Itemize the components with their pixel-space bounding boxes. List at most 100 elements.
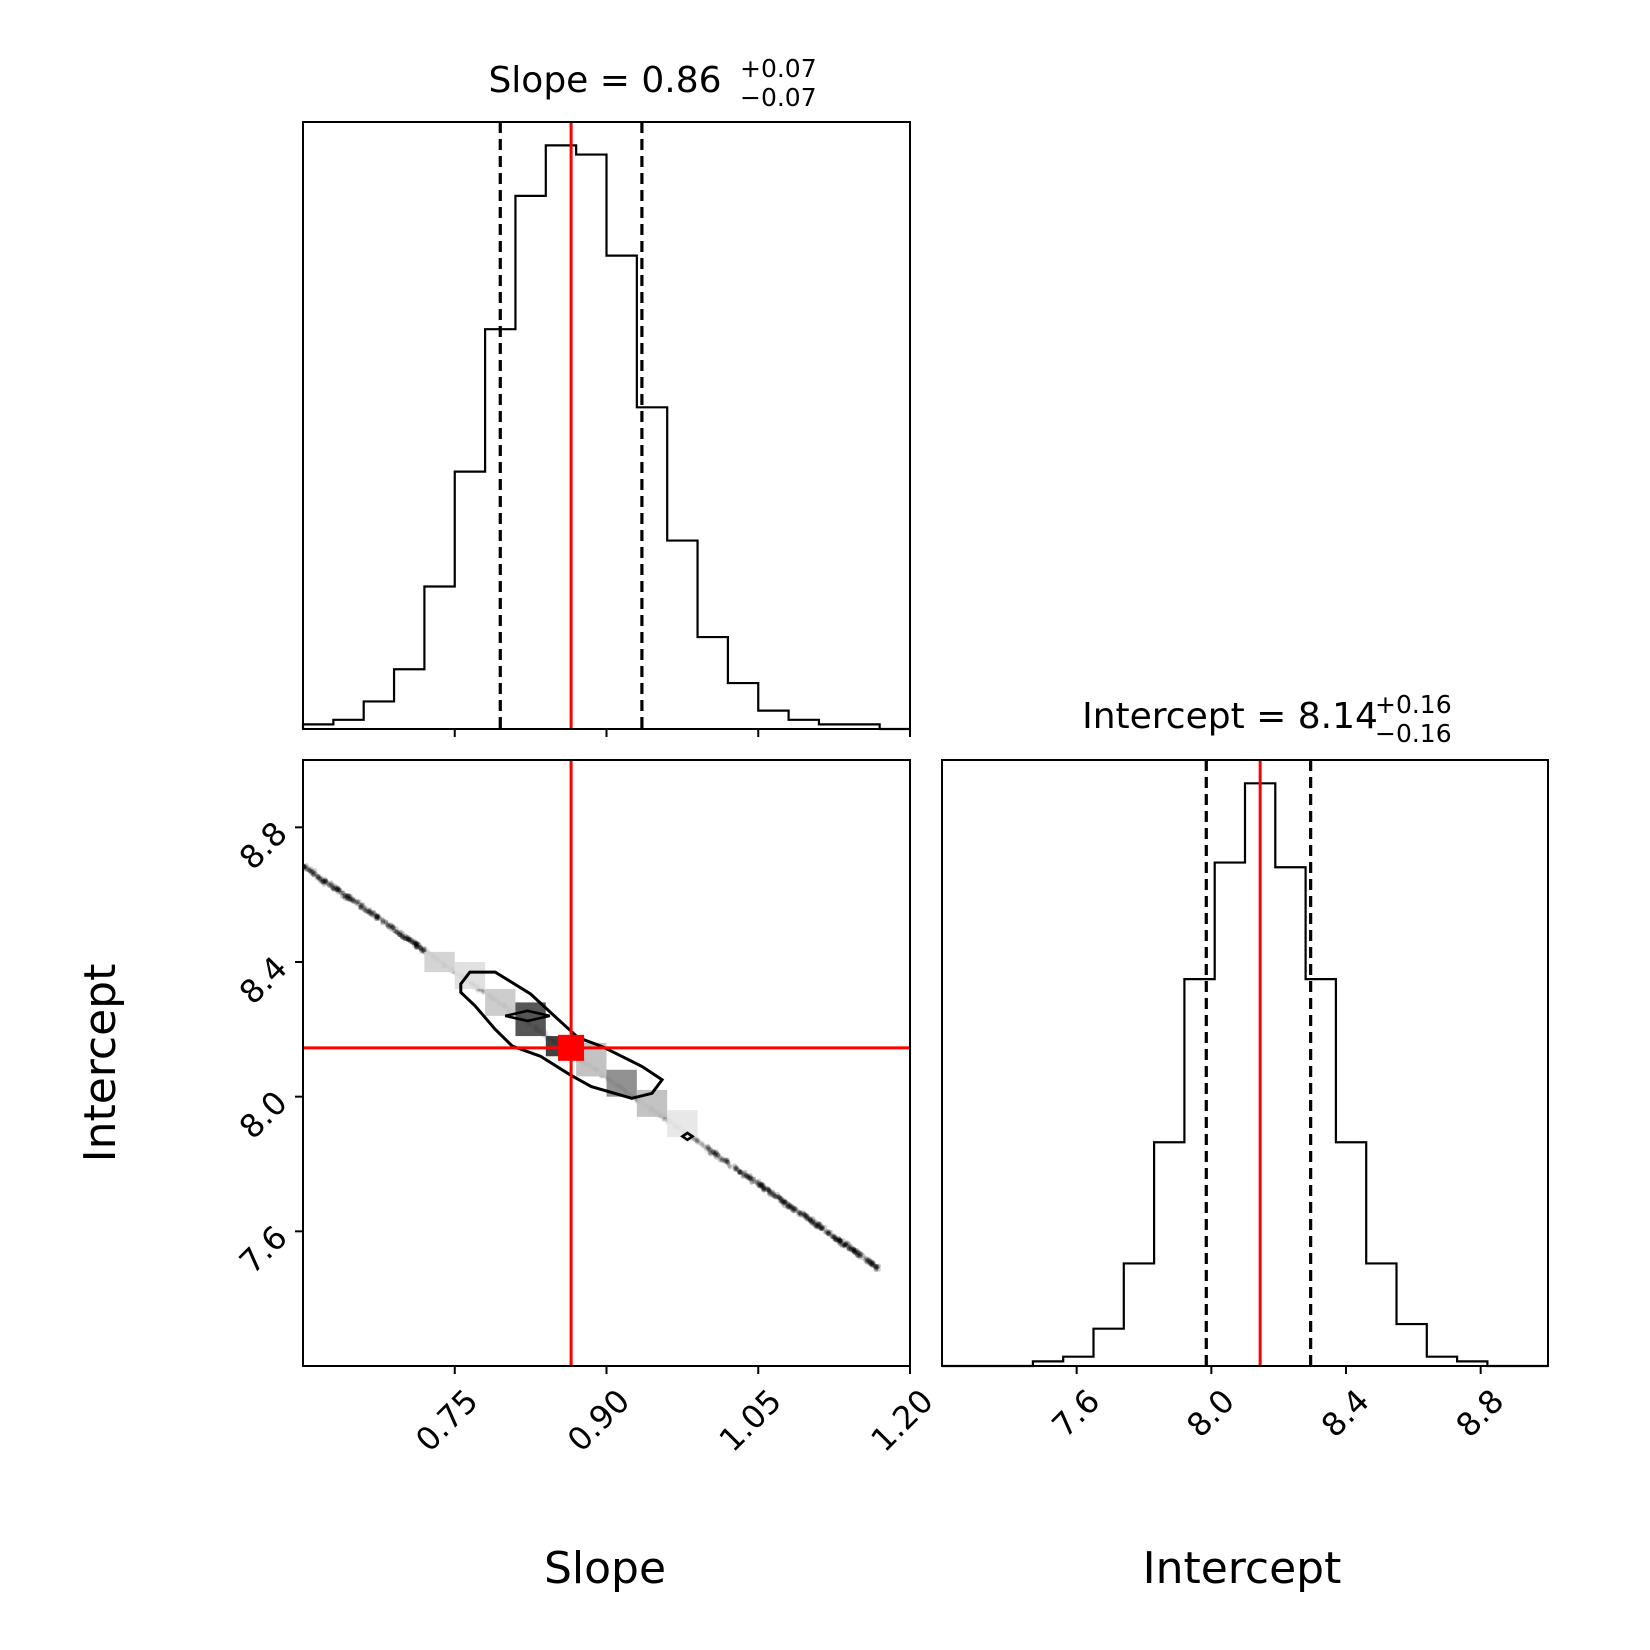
scatter-point [810,1218,816,1224]
scatter-point [717,1157,723,1163]
scatter-point [824,1229,829,1235]
scatter-point [854,1252,860,1257]
scatter-point [796,1210,802,1215]
scatter-point [875,1264,880,1269]
scatter-point [339,893,345,899]
scatter-point [350,897,356,902]
scatter-point [852,1247,857,1253]
scatter-point [415,944,421,949]
scatter-point [837,1238,843,1244]
scatter-point [803,1212,809,1218]
scatter-point [815,1223,820,1229]
scatter-point [737,1170,742,1175]
scatter-point [401,935,407,941]
scatter-point [788,1204,794,1209]
scatter-point [373,913,379,918]
slope-title-sup: +0.07 [740,54,817,83]
scatter-point [745,1174,751,1180]
scatter-point [396,932,402,938]
scatter-point [754,1180,760,1186]
scatter-point [376,913,381,919]
scatter-point [417,946,423,951]
scatter-point [407,937,412,943]
scatter-point [475,989,481,994]
scatter-point [357,904,363,910]
scatter-point [849,1245,854,1251]
scatter-point [873,1265,879,1271]
scatter-point [805,1216,811,1221]
scatter-point [702,1145,707,1150]
scatter-point [759,1183,765,1189]
scatter-point [312,871,318,877]
scatter-point [831,1236,837,1241]
scatter-point [741,1171,747,1176]
scatter-point [707,1147,712,1153]
scatter-point [418,945,424,951]
scatter-point [723,1159,729,1165]
scatter-point [790,1206,796,1212]
scatter-point [792,1206,798,1211]
scatter-point [823,1228,829,1234]
scatter-point [710,1150,716,1155]
scatter-point [869,1262,875,1268]
scatter-point [699,1141,705,1147]
joint-xtick-label: 0.75 [408,1382,485,1459]
scatter-point [384,922,390,928]
scatter-point [857,1253,863,1259]
scatter-point [820,1225,825,1231]
scatter-point [851,1247,856,1253]
scatter-point [841,1242,847,1248]
scatter-point [833,1235,838,1240]
scatter-point [818,1226,824,1231]
scatter-point [770,1192,776,1197]
scatter-point [375,914,381,920]
scatter-point [873,1267,879,1273]
scatter-point [780,1200,786,1205]
scatter-point [872,1263,878,1269]
scatter-point [864,1257,870,1263]
scatter-point [402,934,408,940]
scatter-point [403,933,409,939]
scatter-point [479,987,485,993]
scatter-point [791,1205,796,1211]
scatter-point [861,1255,866,1261]
scatter-point [360,904,365,909]
scatter-point [761,1187,766,1193]
scatter-point [309,869,315,874]
scatter-point [836,1237,842,1243]
scatter-point [868,1261,874,1267]
scatter-point [353,900,359,905]
scatter-point [876,1267,881,1272]
scatter-point [309,869,314,875]
scatter-point [807,1218,813,1223]
scatter-point [790,1204,795,1209]
scatter-point [348,893,353,899]
scatter-point [407,938,413,944]
intercept-title: Intercept = 8.14 [1082,696,1378,737]
scatter-point [719,1158,725,1163]
scatter-point [400,934,406,940]
scatter-point [725,1161,731,1166]
scatter-point [842,1241,848,1247]
scatter-point [722,1157,728,1163]
scatter-point [322,877,328,882]
scatter-point [481,989,486,995]
scatter-point [766,1188,772,1194]
scatter-point [817,1225,823,1230]
scatter-point [853,1248,859,1253]
scatter-point [316,874,321,880]
scatter-point [837,1241,842,1246]
scatter-point [792,1208,798,1214]
scatter-point [342,896,348,901]
scatter-point [812,1222,818,1228]
scatter-point [761,1185,767,1190]
scatter-point [786,1202,792,1208]
scatter-point [374,914,379,919]
scatter-point [748,1175,754,1181]
scatter-point [344,896,350,902]
scatter-point [836,1236,842,1242]
scatter-point [837,1238,843,1244]
scatter-point [768,1190,773,1195]
scatter-point [694,1136,700,1142]
scatter-point [778,1196,783,1201]
